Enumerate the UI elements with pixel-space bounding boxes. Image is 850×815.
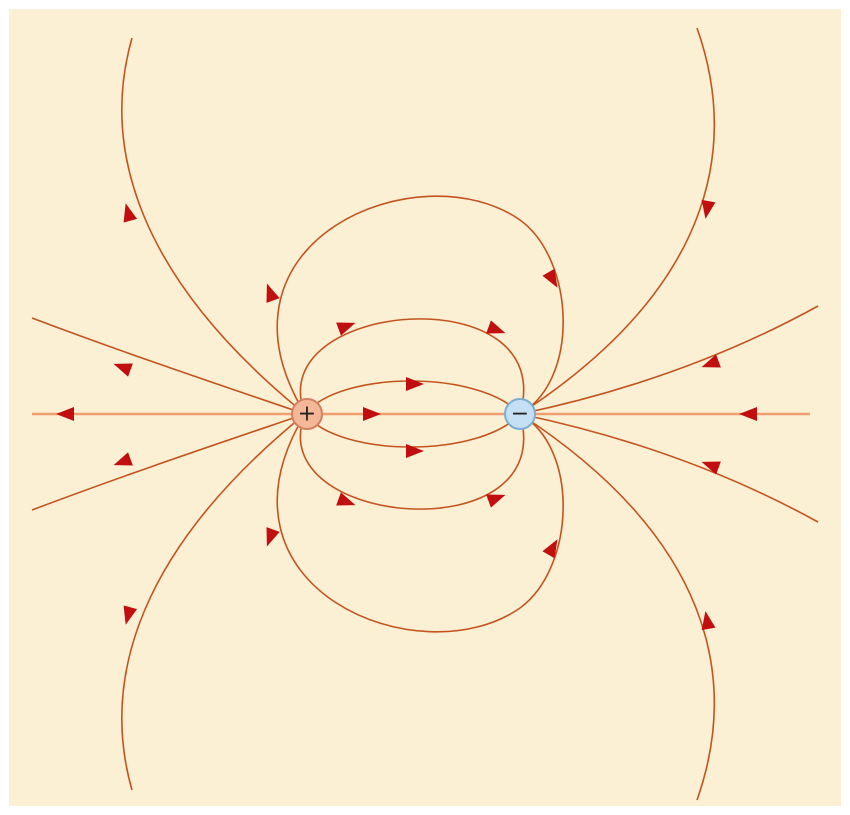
direction-arrow-icon bbox=[123, 605, 138, 625]
negative-charge-sign: − bbox=[511, 402, 529, 427]
direction-arrow-icon bbox=[56, 407, 74, 421]
positive-charge-sign: + bbox=[298, 402, 316, 427]
direction-arrow-icon bbox=[486, 320, 506, 334]
diagram-background bbox=[9, 9, 841, 806]
negative-charge: − bbox=[504, 398, 536, 430]
direction-arrow-icon bbox=[406, 444, 424, 458]
direction-arrow-icon bbox=[113, 363, 133, 377]
direction-arrow-icon bbox=[336, 492, 356, 506]
field-line-positive-lower-far bbox=[121, 413, 306, 791]
field-line-negative-upper-far bbox=[519, 27, 716, 415]
field-line-middle-top bbox=[299, 318, 525, 415]
direction-arrow-icon bbox=[123, 203, 138, 223]
field-line-negative-upper-right bbox=[519, 305, 819, 415]
direction-arrow-icon bbox=[701, 611, 716, 631]
direction-arrow-icon bbox=[336, 322, 356, 336]
field-line-inner-bottom bbox=[304, 413, 521, 448]
positive-charge: + bbox=[291, 398, 323, 430]
direction-arrow-icon bbox=[542, 539, 558, 559]
field-line-middle-bottom bbox=[299, 413, 525, 510]
field-line-positive-upper-far bbox=[121, 37, 306, 415]
positive-charge-circle bbox=[291, 398, 323, 430]
direction-arrow-icon bbox=[486, 494, 506, 508]
negative-charge-circle bbox=[504, 398, 536, 430]
direction-arrow-icon bbox=[701, 199, 716, 219]
direction-arrow-icon bbox=[542, 268, 558, 288]
field-line-positive-lower-left bbox=[31, 413, 306, 511]
field-line-positive-upper-left bbox=[31, 317, 306, 415]
direction-arrow-icon bbox=[266, 527, 280, 547]
direction-arrow-icon bbox=[363, 407, 381, 421]
direction-arrow-icon bbox=[266, 283, 280, 303]
direction-arrow-icon bbox=[739, 407, 757, 421]
field-line-negative-lower-right bbox=[519, 413, 819, 523]
direction-arrow-icon bbox=[113, 452, 133, 466]
direction-arrow-icon bbox=[701, 354, 721, 368]
direction-arrow-icon bbox=[701, 461, 721, 475]
field-line-outer-bottom bbox=[276, 413, 564, 633]
field-line-outer-top bbox=[276, 195, 564, 415]
direction-arrow-icon bbox=[406, 377, 424, 391]
field-line-negative-lower-far bbox=[519, 413, 716, 801]
